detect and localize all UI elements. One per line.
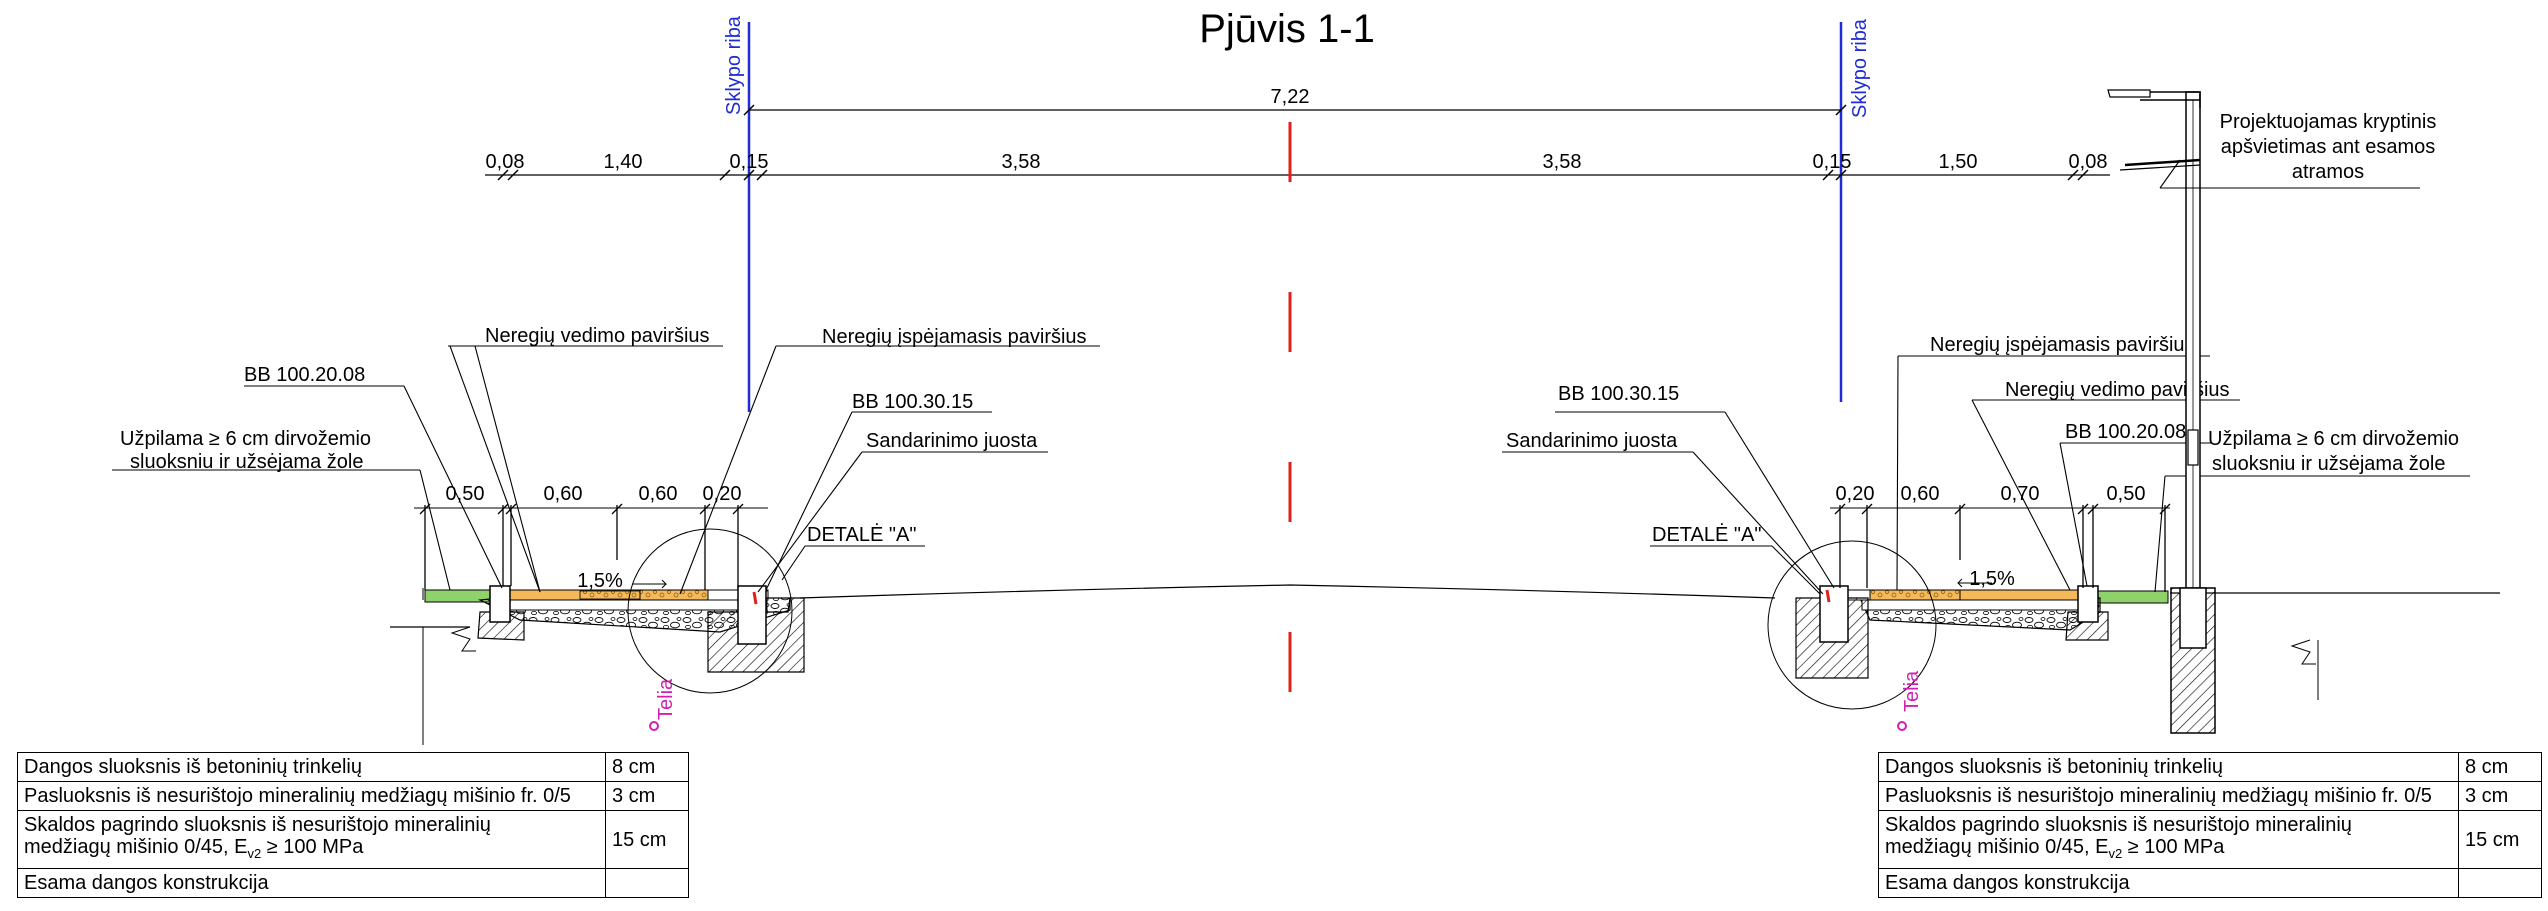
dim-ticks	[497, 169, 2089, 181]
right-detail-dim-3: 0,50	[2107, 483, 2146, 505]
right-callout-detail: DETALĖ "A"	[1652, 523, 1761, 546]
layer-name: Dangos sluoksnis iš betoninių trinkelių	[1878, 752, 2459, 782]
table-row: Dangos sluoksnis iš betoninių trinkelių …	[17, 752, 689, 782]
layer-name: Pasluoksnis iš nesurištojo mineralinių m…	[17, 781, 606, 811]
table-row: Dangos sluoksnis iš betoninių trinkelių …	[1878, 752, 2542, 782]
right-detail-dim-1: 0,60	[1901, 483, 1940, 505]
detail-a-circle-left	[627, 528, 793, 694]
right-slope: 1,5%	[1969, 568, 2015, 590]
left-layers-table: Dangos sluoksnis iš betoninių trinkelių …	[17, 752, 689, 898]
dim-2: 0,15	[730, 151, 769, 173]
right-callout-curb-small: BB 100.20.08	[2065, 421, 2186, 443]
layer-name: Esama dangos konstrukcija	[17, 868, 606, 898]
right-utility-label: Telia	[1901, 670, 1923, 712]
left-detail-dim-2: 0,60	[639, 483, 678, 505]
left-detail-dim-0: 0,50	[446, 483, 485, 505]
right-callout-soil-2: sluoksniu ir užsėjama žole	[2212, 453, 2445, 475]
left-callout-detail: DETALĖ "A"	[807, 523, 916, 546]
layer-thickness: 3 cm	[605, 781, 689, 811]
left-callout-curb-small: BB 100.20.08	[244, 364, 365, 386]
detail-a-circle-right	[1767, 540, 1937, 710]
right-callout-blind-warning: Neregių įspėjamasis paviršius	[1930, 334, 2195, 356]
left-callout-soil-1: Užpilama ≥ 6 cm dirvožemio	[120, 428, 371, 450]
lamp-callout-2: apšvietimas ant esamos	[2221, 136, 2436, 158]
layer-name: Pasluoksnis iš nesurištojo mineralinių m…	[1878, 781, 2459, 811]
layer-name: Esama dangos konstrukcija	[1878, 868, 2459, 898]
drawing-title: Pjūvis 1-1	[1199, 7, 1375, 51]
road-surface-line	[799, 584, 1776, 599]
layer-thickness: 15 cm	[2458, 810, 2542, 869]
right-sidewalk	[1767, 540, 2500, 710]
lamp-callout-1: Projektuojamas kryptinis	[2220, 111, 2437, 133]
table-row: Pasluoksnis iš nesurištojo mineralinių m…	[17, 781, 689, 811]
left-callout-soil-2: sluoksniu ir užsėjama žole	[130, 451, 363, 473]
right-utility-marker	[1897, 721, 1907, 731]
lamp-post	[2107, 89, 2420, 734]
left-detail-dim-3: 0,20	[703, 483, 742, 505]
right-callout-curb-large: BB 100.30.15	[1558, 383, 1679, 405]
dim-3: 3,58	[1002, 151, 1041, 173]
left-utility-marker	[649, 721, 659, 731]
table-row: Pasluoksnis iš nesurištojo mineralinių m…	[1878, 781, 2542, 811]
left-callout-leaders	[112, 345, 1100, 595]
left-callout-curb-large: BB 100.30.15	[852, 391, 973, 413]
left-callout-blind-guide: Neregių vedimo paviršius	[485, 325, 710, 347]
dim-7: 0,08	[2069, 151, 2108, 173]
dim-0: 0,08	[486, 151, 525, 173]
left-detail-dim-1: 0,60	[544, 483, 583, 505]
left-callout-blind-warning: Neregių įspėjamasis paviršius	[822, 326, 1087, 348]
layer-name: Skaldos pagrindo sluoksnis iš nesurištoj…	[1878, 810, 2459, 869]
right-layers-table: Dangos sluoksnis iš betoninių trinkelių …	[1878, 752, 2542, 898]
layer-name: Skaldos pagrindo sluoksnis iš nesurištoj…	[17, 810, 606, 869]
right-detail-dim-0: 0,20	[1836, 483, 1875, 505]
table-row: Skaldos pagrindo sluoksnis iš nesurištoj…	[1878, 810, 2542, 869]
layer-thickness	[2458, 868, 2542, 898]
dim-6: 1,50	[1939, 151, 1978, 173]
dim-5: 0,15	[1813, 151, 1852, 173]
left-callout-seal: Sandarinimo juosta	[866, 430, 1038, 452]
right-callout-seal: Sandarinimo juosta	[1506, 430, 1678, 452]
left-boundary-label: Sklypo riba	[723, 15, 745, 115]
left-slope: 1,5%	[577, 570, 623, 592]
right-boundary-label: Sklypo riba	[1849, 18, 1871, 118]
lamp-callout-3: atramos	[2292, 161, 2364, 183]
left-utility-label: Telia	[655, 678, 677, 720]
right-callout-soil-1: Užpilama ≥ 6 cm dirvožemio	[2208, 428, 2459, 450]
layer-thickness: 15 cm	[605, 810, 689, 869]
layer-thickness: 8 cm	[605, 752, 689, 782]
right-callout-blind-guide: Neregių vedimo paviršius	[2005, 379, 2230, 401]
layer-thickness: 8 cm	[2458, 752, 2542, 782]
total-width-value: 7,22	[1271, 86, 1310, 108]
dim-4: 3,58	[1543, 151, 1582, 173]
layer-thickness	[605, 868, 689, 898]
layer-thickness: 3 cm	[2458, 781, 2542, 811]
table-row: Esama dangos konstrukcija	[1878, 868, 2542, 898]
layer-name: Dangos sluoksnis iš betoninių trinkelių	[17, 752, 606, 782]
table-row: Skaldos pagrindo sluoksnis iš nesurištoj…	[17, 810, 689, 869]
left-sidewalk	[390, 528, 805, 745]
table-row: Esama dangos konstrukcija	[17, 868, 689, 898]
dim-1: 1,40	[604, 151, 643, 173]
